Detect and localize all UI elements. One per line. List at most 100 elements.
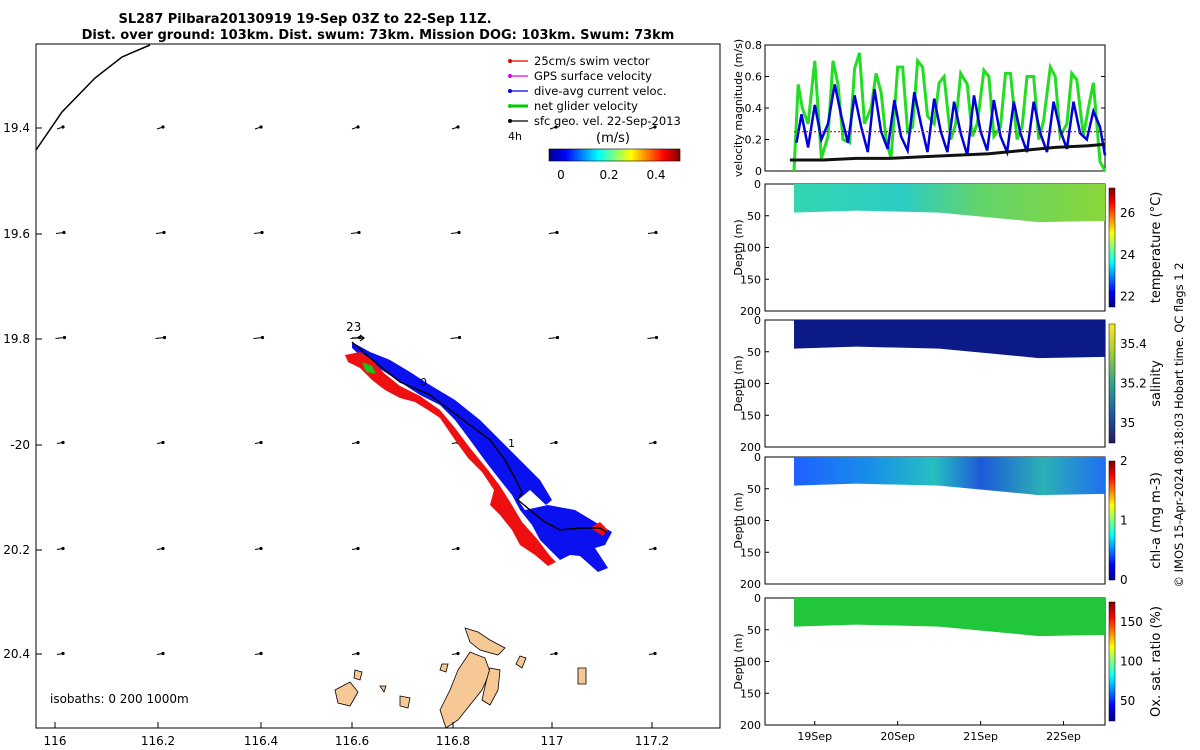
current-arrow-head (259, 546, 263, 551)
current-arrow-head (260, 230, 264, 235)
map-x-tick-label: 116 (44, 734, 67, 748)
depth-colorbar-tick-label: 100 (1120, 655, 1143, 669)
current-arrow-head (554, 440, 558, 445)
depth-y-tick-label: 150 (740, 687, 761, 700)
velocity-y-tick-label: 0.6 (745, 71, 763, 84)
current-arrow-head (62, 335, 67, 340)
current-arrow-head (457, 230, 461, 235)
current-arrow-head (259, 651, 263, 656)
depth-y-tick-label: 100 (740, 378, 761, 391)
current-arrow-head (356, 125, 360, 129)
current-arrow-head (554, 651, 558, 656)
velocity-y-tick-label: 0.4 (745, 102, 763, 115)
map-x-tick-label: 117.2 (635, 734, 669, 748)
legend-swatch-head (508, 74, 512, 78)
current-arrow-head (654, 230, 658, 235)
coastline-line (35, 44, 151, 151)
map-y-tick-label: 20.2 (3, 543, 30, 557)
islands (334, 627, 587, 729)
time-x-tick-label: 20Sep (880, 730, 915, 743)
depth-y-tick-label: 100 (740, 515, 761, 528)
time-x-tick-label: 22Sep (1046, 730, 1081, 743)
depth-colorbar (1108, 601, 1116, 722)
colorbar-tick-label: 0.4 (646, 168, 665, 182)
current-arrow-head (456, 125, 460, 129)
current-arrow-head (554, 125, 558, 129)
depth-y-tick-label: 200 (740, 719, 761, 732)
current-arrow-head (653, 125, 657, 129)
legend-label: net glider velocity (534, 99, 638, 113)
legend-label: sfc geo. vel. 22-Sep-2013 (534, 114, 681, 128)
velocity-series-surface-current (789, 142, 1106, 162)
depth-y-tick-label: 150 (740, 409, 761, 422)
depth-colorbar-label: Ox. sat. ratio (%) (1149, 606, 1164, 717)
map-y-tick-label: 19.8 (3, 332, 30, 346)
depth-y-tick-label: 0 (754, 451, 761, 464)
map-x-tick-label: 116.8 (436, 734, 470, 748)
time-x-tick-label: 19Sep (797, 730, 832, 743)
depth-colorbar-tick-label: 0 (1120, 573, 1128, 587)
day-label-0: 0 (420, 376, 427, 389)
figure-title-line1: SL287 Pilbara20130919 19-Sep 03Z to 22-S… (118, 12, 491, 27)
depth-colorbar-tick-label: 150 (1120, 615, 1143, 629)
depth-y-tick-label: 100 (740, 242, 761, 255)
depth-data-band (794, 457, 1105, 496)
velocity-y-tick-label: 0.8 (745, 39, 763, 52)
depth-y-tick-label: 0 (754, 178, 761, 191)
velocity-y-tick-label: 0 (755, 165, 762, 178)
depth-y-tick-label: 50 (747, 624, 761, 637)
dive-avg-current-area (352, 342, 612, 572)
depth-colorbar-tick-label: 35 (1120, 416, 1135, 430)
depth-y-label: Depth (m) (732, 355, 745, 411)
current-arrow-head (62, 230, 66, 235)
depth-colorbar-label: chl-a (mg m-3) (1149, 472, 1164, 569)
depth-colorbar-tick-label: 24 (1120, 248, 1135, 262)
current-arrow-head (356, 440, 360, 445)
depth-data-band (794, 184, 1105, 223)
velocity-series-dive-avg-current-veloc- (795, 84, 1107, 157)
current-arrow-head (555, 335, 560, 340)
depth-y-tick-label: 50 (747, 346, 761, 359)
current-arrow-head (161, 546, 165, 551)
current-arrow-head (653, 651, 657, 656)
velocity-ylabel: velocity magnitude (m/s) (732, 39, 745, 177)
current-arrow-head (653, 546, 657, 551)
current-arrow-head (357, 230, 361, 235)
depth-colorbar-tick-label: 50 (1120, 694, 1135, 708)
day-arrow-icon (352, 334, 365, 342)
swim-vector-area-east (590, 522, 608, 536)
map-x-tick-label: 117 (541, 734, 564, 748)
depth-y-tick-label: 0 (754, 592, 761, 605)
velocity-y-tick-label: 0.2 (745, 134, 763, 147)
depth-y-tick-label: 200 (740, 305, 761, 318)
depth-y-tick-label: 50 (747, 210, 761, 223)
current-arrow-head (555, 230, 559, 235)
legend-4h-label: 4h (508, 130, 522, 143)
depth-colorbar-tick-label: 2 (1120, 454, 1128, 468)
legend-swatch-head (508, 89, 512, 93)
legend-swatch-head (508, 119, 512, 123)
depth-y-label: Depth (m) (732, 219, 745, 275)
map-y-tick-label: 19.6 (3, 227, 30, 241)
velocity-series (789, 52, 1107, 172)
depth-colorbar-tick-label: 1 (1120, 514, 1128, 528)
figure-title-line2: Dist. over ground: 103km. Dist. swum: 73… (82, 28, 675, 43)
map-y-tick-label: 20.4 (3, 647, 30, 661)
current-arrow-head (456, 651, 460, 656)
current-arrow-head (456, 546, 460, 551)
depth-colorbar-tick-label: 35.2 (1120, 377, 1147, 391)
depth-colorbar (1108, 460, 1116, 581)
map-panel: 23 0 1 isobaths: 0 200 1000m 116 116.2 116… (3, 43, 721, 748)
depth-colorbar-label: temperature (°C) (1149, 192, 1164, 304)
depth-y-tick-label: 200 (740, 578, 761, 591)
isobaths-label: isobaths: 0 200 1000m (50, 692, 189, 706)
current-arrow-head (61, 125, 65, 129)
surface-current-arrows (55, 125, 659, 656)
depth-panel-chl-a: 0 50 100 150 200 Depth (m) 0 1 2 chl-a (mg m-3) (732, 451, 1164, 591)
depth-y-tick-label: 150 (740, 273, 761, 286)
depth-y-tick-label: 200 (740, 441, 761, 454)
